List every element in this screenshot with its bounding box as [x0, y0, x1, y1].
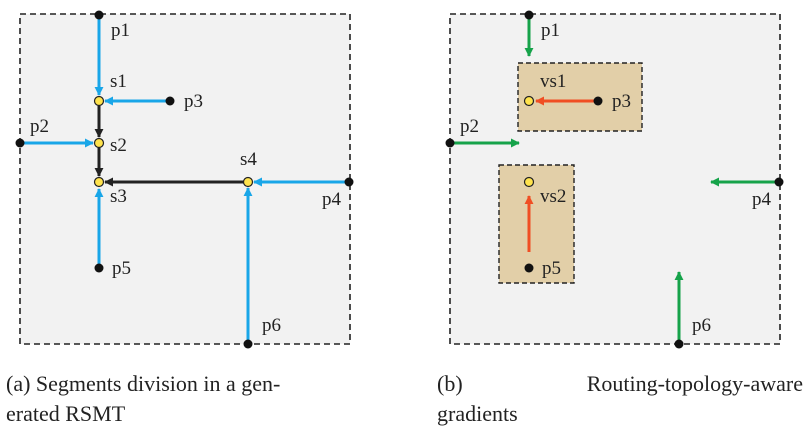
- label-b-vs1: vs1: [540, 71, 566, 92]
- label-a-p3: p3: [184, 91, 203, 112]
- steiner-s2: [93, 137, 105, 149]
- pin-p1: [94, 10, 104, 20]
- vs2-region: [498, 164, 575, 284]
- label-b-p6: p6: [692, 315, 711, 336]
- pin-p6: [243, 339, 253, 349]
- label-a-p6: p6: [262, 315, 281, 336]
- label-a-s2: s2: [110, 135, 127, 156]
- label-b-p3: p3: [612, 91, 631, 112]
- pin-b-p2: [445, 138, 455, 148]
- panel-a: p1 p2 p3 p4 p5 p6 s1 s2 s3 s4: [15, 10, 354, 349]
- panel-b: p1 p2 p3 p4 p5 p6 vs1 vs2: [445, 10, 784, 349]
- label-b-vs2: vs2: [540, 186, 566, 207]
- pin-b-p6: [674, 339, 684, 349]
- caption-b: (b) Routing-topology-aware gradients: [437, 369, 803, 429]
- virtual-steiner-vs1: [523, 95, 535, 107]
- label-b-p5: p5: [542, 258, 561, 279]
- caption-a-line2: erated RSMT: [6, 401, 126, 426]
- pin-p2: [15, 138, 25, 148]
- steiner-s4: [242, 176, 254, 188]
- steiner-s3: [93, 176, 105, 188]
- label-b-p2: p2: [460, 116, 479, 137]
- pin-b-p3: [593, 96, 603, 106]
- caption-b-line2: gradients: [437, 401, 518, 426]
- label-a-p4: p4: [322, 189, 342, 210]
- caption-a: (a) Segments division in a gen- erated R…: [6, 369, 386, 429]
- caption-b-word1: (b): [437, 371, 463, 396]
- label-a-s4: s4: [240, 149, 257, 170]
- caption-a-line1: (a) Segments division in a gen-: [6, 371, 281, 396]
- pin-b-p5: [524, 263, 534, 273]
- pin-p4: [344, 177, 354, 187]
- pin-p3: [165, 96, 175, 106]
- label-a-p1: p1: [111, 20, 130, 41]
- label-a-p2: p2: [30, 116, 49, 137]
- caption-b-word2: Routing-topology-aware: [586, 371, 803, 396]
- caption-b-line1: (b) Routing-topology-aware: [437, 369, 803, 399]
- pin-b-p4: [774, 177, 784, 187]
- steiner-s1: [93, 95, 105, 107]
- label-b-p4: p4: [752, 189, 772, 210]
- label-b-p1: p1: [541, 20, 560, 41]
- virtual-steiner-vs2: [523, 176, 535, 188]
- panel-a-frame: [19, 13, 351, 345]
- label-a-s3: s3: [110, 186, 127, 207]
- label-a-s1: s1: [110, 71, 127, 92]
- pin-p5: [94, 263, 104, 273]
- pin-b-p1: [524, 10, 534, 20]
- label-a-p5: p5: [112, 258, 131, 279]
